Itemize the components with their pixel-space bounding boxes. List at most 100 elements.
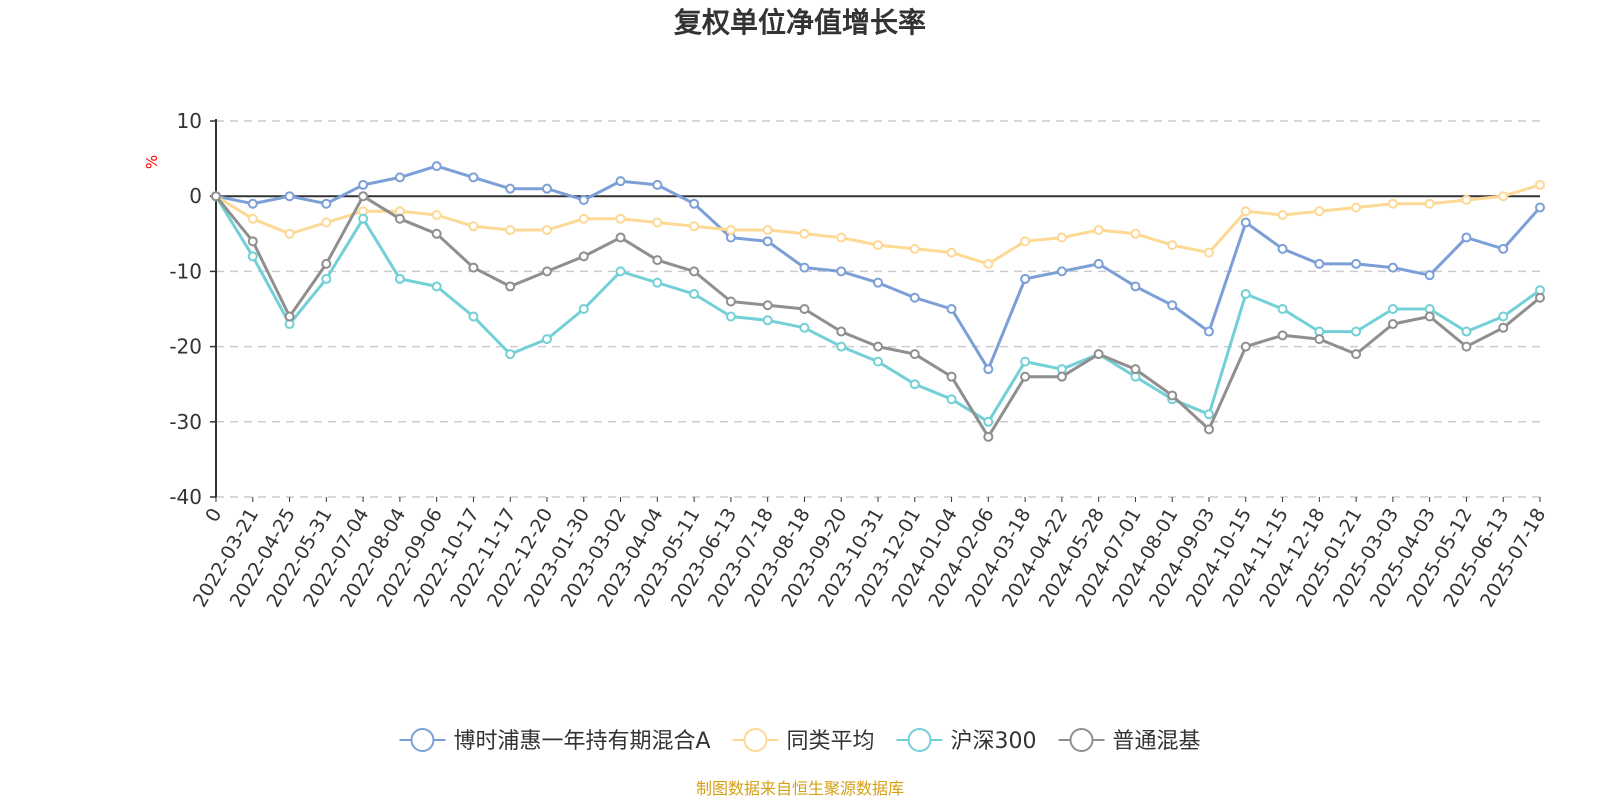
data-point[interactable] [468,311,479,322]
data-point[interactable] [652,217,663,228]
data-point[interactable] [1020,371,1031,382]
data-point[interactable] [652,255,663,266]
data-point[interactable] [1056,371,1067,382]
data-point[interactable] [578,213,589,224]
data-point[interactable] [652,277,663,288]
data-point[interactable] [909,379,920,390]
data-point[interactable] [505,349,516,360]
data-point[interactable] [1130,281,1141,292]
data-point[interactable] [946,394,957,405]
data-point[interactable] [1387,262,1398,273]
data-point[interactable] [836,326,847,337]
data-point[interactable] [1277,304,1288,314]
data-point[interactable] [1461,232,1472,243]
data-point[interactable] [1387,198,1398,209]
data-point[interactable] [505,225,516,236]
data-point[interactable] [1277,210,1288,220]
data-point[interactable] [542,266,552,277]
data-point[interactable] [725,296,736,307]
data-point[interactable] [1314,206,1325,217]
data-point[interactable] [836,232,847,243]
data-point[interactable] [615,176,626,187]
data-point[interactable] [321,258,332,269]
data-point[interactable] [1535,202,1545,213]
data-point[interactable] [652,179,663,190]
data-point[interactable] [1020,236,1031,247]
data-point[interactable] [431,228,442,239]
data-point[interactable] [873,240,883,251]
legend-item-3[interactable]: 沪深300 [896,728,1037,754]
data-point[interactable] [1240,341,1251,352]
data-point[interactable] [689,288,700,299]
data-point[interactable] [1093,225,1104,236]
data-point[interactable] [358,213,369,224]
data-point[interactable] [1498,191,1509,202]
data-point[interactable] [762,236,773,247]
data-point[interactable] [1387,304,1398,314]
data-point[interactable] [725,225,736,236]
data-point[interactable] [1314,334,1325,345]
data-point[interactable] [1093,349,1104,360]
data-point[interactable] [247,236,258,247]
data-point[interactable] [578,251,589,262]
data-point[interactable] [321,198,332,209]
data-point[interactable] [468,262,479,273]
data-point[interactable] [1167,300,1178,311]
series-line-3[interactable] [214,195,1541,424]
data-point[interactable] [1056,266,1067,277]
data-point[interactable] [689,198,700,209]
data-point[interactable] [799,262,810,273]
data-point[interactable] [1130,364,1141,375]
data-point[interactable] [1093,258,1104,269]
data-point[interactable] [578,194,589,205]
data-point[interactable] [983,431,994,442]
data-point[interactable] [1498,311,1509,322]
data-point[interactable] [799,322,810,333]
data-point[interactable] [873,356,883,367]
data-point[interactable] [946,304,957,314]
data-point[interactable] [358,179,369,190]
data-point[interactable] [247,213,258,224]
data-point[interactable] [909,243,920,254]
data-point[interactable] [1020,356,1031,367]
data-point[interactable] [689,221,700,232]
data-point[interactable] [725,311,736,322]
data-point[interactable] [1204,326,1214,337]
data-point[interactable] [1424,198,1435,209]
data-point[interactable] [799,228,810,239]
data-point[interactable] [284,191,295,202]
data-point[interactable] [1277,330,1288,341]
data-point[interactable] [983,416,994,427]
data-point[interactable] [1461,341,1472,352]
data-point[interactable] [1461,194,1472,205]
data-point[interactable] [1314,258,1325,269]
data-point[interactable] [1204,424,1214,435]
data-point[interactable] [1130,228,1141,239]
data-point[interactable] [394,213,405,224]
data-point[interactable] [211,191,221,202]
data-point[interactable] [909,292,920,303]
data-point[interactable] [578,304,589,314]
data-point[interactable] [431,281,442,292]
data-point[interactable] [394,172,405,183]
legend[interactable]: 博时浦惠一年持有期混合A 同类平均 沪深300 普通混基 [399,728,1201,754]
data-point[interactable] [946,371,957,382]
data-point[interactable] [1498,243,1509,254]
data-point[interactable] [1240,206,1251,217]
data-point[interactable] [1351,326,1362,337]
data-point[interactable] [615,266,626,277]
data-point[interactable] [284,311,295,322]
data-point[interactable] [1204,409,1214,420]
data-point[interactable] [762,315,773,326]
data-point[interactable] [762,225,773,236]
data-point[interactable] [1240,288,1251,299]
data-point[interactable] [983,258,994,269]
data-point[interactable] [873,277,883,288]
data-point[interactable] [431,161,442,172]
data-point[interactable] [505,183,516,194]
data-point[interactable] [946,247,957,258]
series-line-4[interactable] [214,194,1541,439]
data-point[interactable] [468,221,479,232]
data-point[interactable] [1498,322,1509,333]
data-point[interactable] [762,300,773,311]
